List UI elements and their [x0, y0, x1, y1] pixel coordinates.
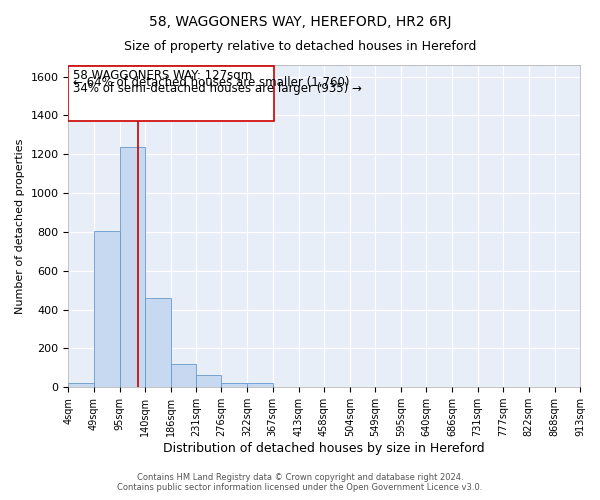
- Text: 58 WAGGONERS WAY: 127sqm: 58 WAGGONERS WAY: 127sqm: [73, 69, 252, 82]
- Bar: [247, 384, 273, 387]
- Text: 34% of semi-detached houses are larger (935) →: 34% of semi-detached houses are larger (…: [73, 82, 362, 96]
- Bar: [171, 364, 196, 387]
- Text: Size of property relative to detached houses in Hereford: Size of property relative to detached ho…: [124, 40, 476, 53]
- FancyBboxPatch shape: [68, 66, 274, 122]
- Bar: [68, 384, 94, 387]
- Bar: [196, 375, 221, 387]
- X-axis label: Distribution of detached houses by size in Hereford: Distribution of detached houses by size …: [163, 442, 485, 455]
- Bar: [94, 231, 119, 387]
- Bar: [145, 298, 171, 387]
- Text: Contains HM Land Registry data © Crown copyright and database right 2024.
Contai: Contains HM Land Registry data © Crown c…: [118, 473, 482, 492]
- Text: ← 64% of detached houses are smaller (1,760): ← 64% of detached houses are smaller (1,…: [73, 76, 349, 88]
- Y-axis label: Number of detached properties: Number of detached properties: [15, 138, 25, 314]
- Text: 58, WAGGONERS WAY, HEREFORD, HR2 6RJ: 58, WAGGONERS WAY, HEREFORD, HR2 6RJ: [149, 15, 451, 29]
- Bar: [221, 384, 247, 387]
- Bar: [119, 146, 145, 387]
